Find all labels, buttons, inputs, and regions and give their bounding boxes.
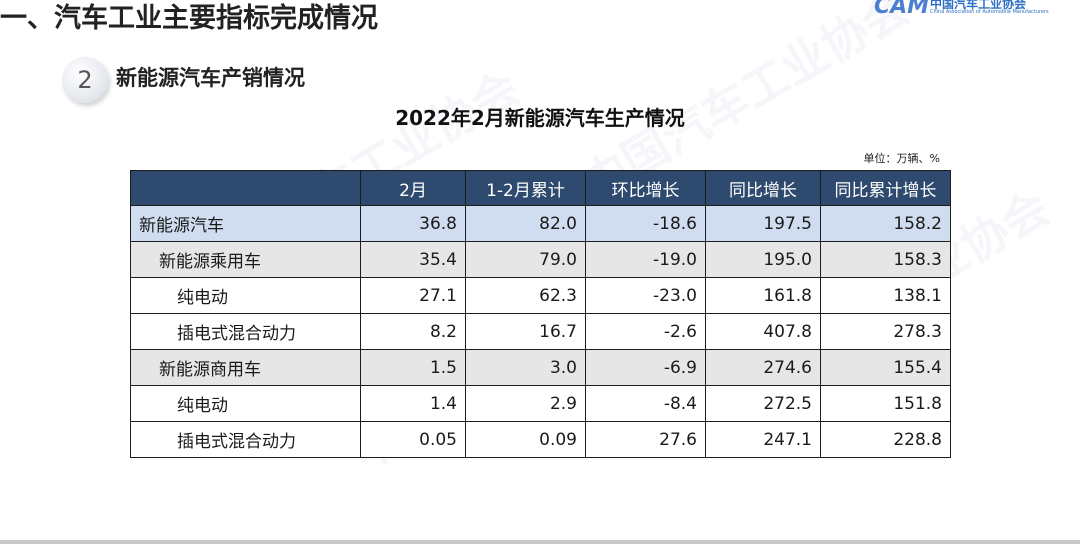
- cell-value: 0.09: [465, 421, 586, 458]
- table-row: 纯电动 27.1 62.3 -23.0 161.8 138.1: [130, 277, 951, 314]
- cell-value: 1.4: [360, 385, 466, 422]
- table-row: 新能源乘用车 35.4 79.0 -19.0 195.0 158.3: [130, 241, 951, 278]
- table-title: 2022年2月新能源汽车生产情况: [395, 106, 685, 130]
- table-header-row: 2月 1-2月累计 环比增长 同比增长 同比累计增长: [130, 170, 951, 206]
- cell-value: 27.6: [585, 421, 706, 458]
- cell-value: -19.0: [585, 241, 706, 278]
- column-header: 环比增长: [585, 170, 706, 206]
- cell-value: 3.0: [465, 349, 586, 386]
- cell-value: 247.1: [705, 421, 821, 458]
- cell-value: 35.4: [360, 241, 466, 278]
- column-header: 1-2月累计: [465, 170, 586, 206]
- section-number-badge: 2: [62, 57, 108, 103]
- cell-value: -18.6: [585, 205, 706, 242]
- column-header: 同比增长: [705, 170, 821, 206]
- row-label: 纯电动: [130, 277, 361, 314]
- table-row: 新能源商用车 1.5 3.0 -6.9 274.6 155.4: [130, 349, 951, 386]
- logo-text-en: China Association of Automobile Manufact…: [930, 9, 1049, 15]
- cell-value: 197.5: [705, 205, 821, 242]
- cell-value: -2.6: [585, 313, 706, 350]
- unit-label: 单位：万辆、%: [863, 152, 940, 165]
- cell-value: 161.8: [705, 277, 821, 314]
- cell-value: 158.2: [820, 205, 951, 242]
- cell-value: 0.05: [360, 421, 466, 458]
- column-header: [130, 170, 361, 206]
- section-title: 一、汽车工业主要指标完成情况: [0, 3, 378, 34]
- production-table: 2月 1-2月累计 环比增长 同比增长 同比累计增长 新能源汽车 36.8 82…: [130, 170, 951, 458]
- cell-value: 2.9: [465, 385, 586, 422]
- subsection-title: 新能源汽车产销情况: [116, 66, 305, 90]
- logo-text-cn: 中国汽车工业协会: [930, 0, 1027, 11]
- row-label: 纯电动: [130, 385, 361, 422]
- column-header: 2月: [360, 170, 466, 206]
- cell-value: 1.5: [360, 349, 466, 386]
- cell-value: 278.3: [820, 313, 951, 350]
- row-label: 新能源汽车: [130, 205, 361, 242]
- cell-value: 151.8: [820, 385, 951, 422]
- cell-value: 27.1: [360, 277, 466, 314]
- cell-value: 155.4: [820, 349, 951, 386]
- cell-value: 272.5: [705, 385, 821, 422]
- cell-value: 274.6: [705, 349, 821, 386]
- cam-logo: CAM 中国汽车工业协会 China Association of Automo…: [874, 0, 1054, 19]
- table-row: 新能源汽车 36.8 82.0 -18.6 197.5 158.2: [130, 205, 951, 242]
- cell-value: 8.2: [360, 313, 466, 350]
- cell-value: 82.0: [465, 205, 586, 242]
- cell-value: -23.0: [585, 277, 706, 314]
- row-label: 新能源乘用车: [130, 241, 361, 278]
- cell-value: 138.1: [820, 277, 951, 314]
- table-row: 插电式混合动力 8.2 16.7 -2.6 407.8 278.3: [130, 313, 951, 350]
- cell-value: 36.8: [360, 205, 466, 242]
- bottom-divider: [0, 540, 1080, 544]
- cell-value: -6.9: [585, 349, 706, 386]
- row-label: 插电式混合动力: [130, 421, 361, 458]
- table-row: 插电式混合动力 0.05 0.09 27.6 247.1 228.8: [130, 421, 951, 458]
- cell-value: 158.3: [820, 241, 951, 278]
- cell-value: 62.3: [465, 277, 586, 314]
- cell-value: 407.8: [705, 313, 821, 350]
- row-label: 新能源商用车: [130, 349, 361, 386]
- cell-value: -8.4: [585, 385, 706, 422]
- column-header: 同比累计增长: [820, 170, 951, 206]
- table-row: 纯电动 1.4 2.9 -8.4 272.5 151.8: [130, 385, 951, 422]
- cell-value: 195.0: [705, 241, 821, 278]
- cell-value: 79.0: [465, 241, 586, 278]
- logo-mark-icon: CAM: [874, 0, 930, 19]
- cell-value: 16.7: [465, 313, 586, 350]
- row-label: 插电式混合动力: [130, 313, 361, 350]
- cell-value: 228.8: [820, 421, 951, 458]
